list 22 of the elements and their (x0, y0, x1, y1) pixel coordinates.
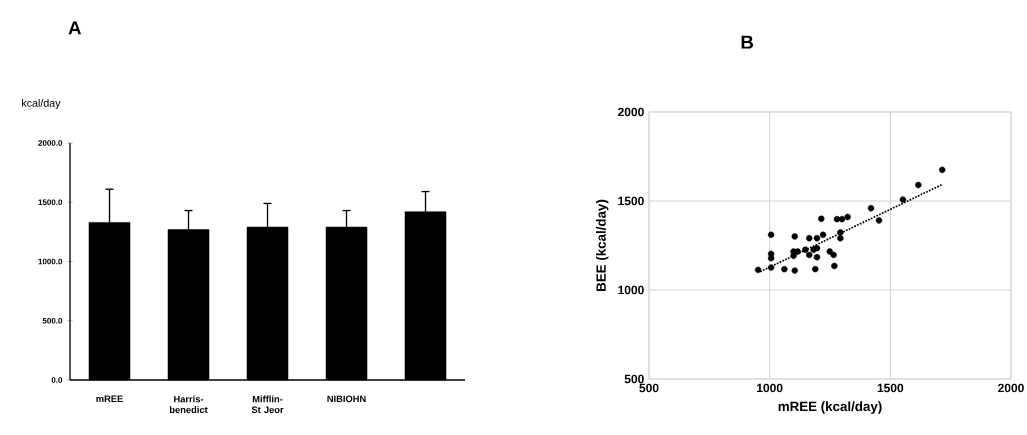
y-tick-label: 1000 (618, 285, 644, 295)
y-tick-label: 2000 (618, 107, 644, 117)
y-tick-label: 1500.0 (38, 199, 63, 206)
y-tick-label: 500 (624, 374, 644, 384)
y-tick-label: 0.0 (51, 377, 63, 383)
y-tick-label: 1000.0 (38, 258, 63, 265)
x-tick-label: NIBIOHN (327, 395, 366, 403)
chart-title: A (68, 21, 82, 35)
y-axis-title: kcal/day (22, 99, 61, 109)
x-tick-label: mREE (96, 395, 123, 402)
x-tick-label: Mifflin-St Jeor (251, 395, 284, 414)
y-axis-title: BEE (kcal/day) (596, 199, 609, 291)
x-tick-label: 1000 (757, 383, 783, 393)
chart-title: B (741, 35, 754, 49)
y-tick-label: 1500 (618, 196, 644, 206)
x-tick-label: 1500 (877, 383, 904, 393)
y-tick-label: 2000.0 (38, 140, 63, 146)
x-tick-label: Harris-benedict (169, 395, 208, 414)
y-tick-label: 500.0 (42, 317, 63, 324)
x-tick-label: 500 (639, 383, 659, 393)
x-tick-label: 2000 (998, 383, 1024, 393)
x-axis-title: mREE (kcal/day) (778, 401, 882, 414)
